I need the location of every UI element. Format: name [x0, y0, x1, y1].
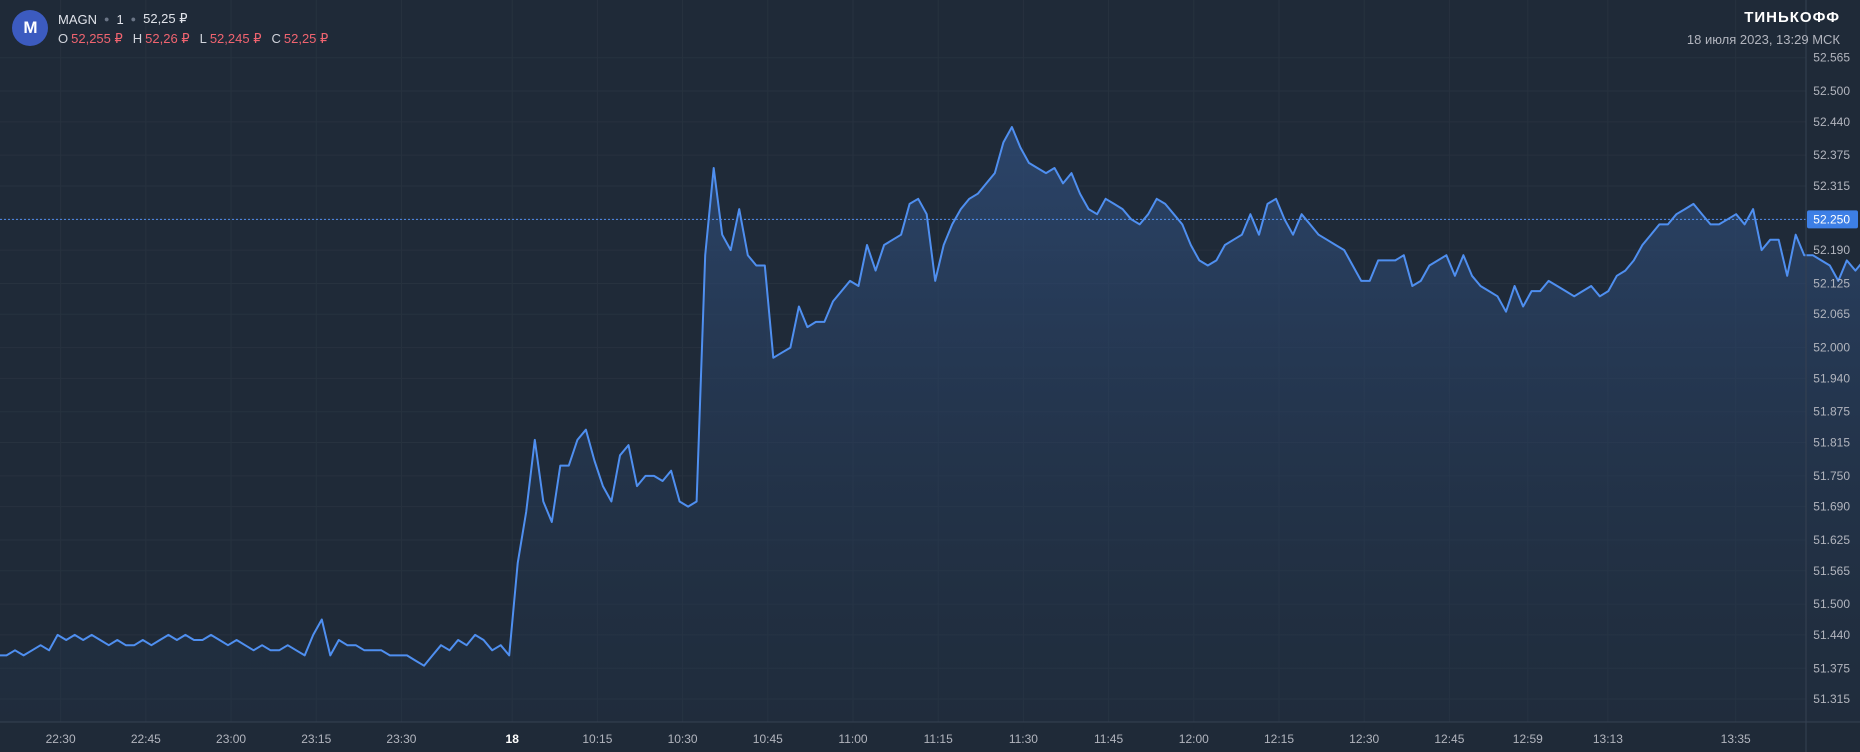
time-tick-label: 23:30	[386, 732, 416, 746]
time-tick-label: 13:35	[1721, 732, 1751, 746]
time-axis[interactable]: 22:30 22:45 23:00 23:15 23:30 18 10:15 10:30 10:…	[46, 732, 1751, 746]
ohlc-low: L 52,245 ₽	[199, 31, 262, 46]
time-tick-label: 23:15	[301, 732, 331, 746]
price-tick-label: 51.690	[1813, 500, 1850, 514]
time-tick-label: 23:00	[216, 732, 246, 746]
time-tick-label: 10:15	[582, 732, 612, 746]
price-tick-label: 52.000	[1813, 341, 1850, 355]
price-tick-label: 52.125	[1813, 276, 1850, 290]
price-tick-label: 51.625	[1813, 533, 1850, 547]
price-tick-label: 52.440	[1813, 115, 1850, 129]
last-price-label-bg	[1807, 210, 1858, 229]
ohlc-high: H 52,26 ₽	[132, 31, 190, 46]
ohlc-open: O 52,255 ₽	[58, 31, 123, 46]
time-tick-label: 12:00	[1179, 732, 1209, 746]
time-tick-label: 11:30	[1009, 732, 1038, 746]
time-tick-label: 12:30	[1349, 732, 1379, 746]
price-tick-label: 52.565	[1813, 51, 1850, 65]
ohlc-close: C 52,25 ₽	[271, 31, 329, 46]
last-price-label-text: 52.250	[1813, 212, 1850, 226]
price-line	[0, 126, 1860, 667]
price-tick-label: 51.315	[1813, 692, 1850, 706]
last-price-label: 52.250	[1807, 210, 1858, 229]
ohlc-values: O 52,255 ₽ H 52,26 ₽ L 52,245 ₽ C 52,25 ₽	[58, 31, 328, 47]
time-tick-label: 12:59	[1513, 732, 1543, 746]
price-axis[interactable]: 52.565 52.500 52.440 52.375 52.315 52.250 52.1…	[1813, 51, 1850, 706]
instrument-header: M MAGN ● 1 ● 52,25 ₽ O 52,255 ₽ H 52,26 ₽ …	[12, 10, 328, 47]
price-tick-label: 51.940	[1813, 371, 1850, 385]
separator-dot-icon: ●	[130, 14, 137, 24]
time-tick-label: 12:15	[1264, 732, 1294, 746]
brand-header: ТИНЬКОФФ 18 июля 2023, 13:29 МСК	[1687, 9, 1840, 47]
ticker-symbol[interactable]: MAGN	[58, 11, 97, 27]
price-tick-label: 52.315	[1813, 179, 1850, 193]
time-tick-label: 13:13	[1593, 732, 1623, 746]
time-tick-label: 10:45	[753, 732, 783, 746]
price-tick-label: 51.875	[1813, 405, 1850, 419]
time-tick-label: 22:30	[46, 732, 76, 746]
time-tick-label: 10:30	[668, 732, 698, 746]
price-area-fill	[0, 127, 1860, 722]
time-tick-label: 12:45	[1434, 732, 1464, 746]
time-tick-label: 22:45	[131, 732, 161, 746]
time-tick-label: 11:15	[924, 732, 953, 746]
price-tick-label: 51.375	[1813, 661, 1850, 675]
last-price: 52,25 ₽	[143, 11, 188, 26]
price-tick-label: 51.440	[1813, 628, 1850, 642]
price-tick-label: 52.190	[1813, 243, 1850, 257]
price-tick-label: 51.565	[1813, 564, 1850, 578]
time-tick-label: 18	[506, 732, 520, 746]
brand-logo: ТИНЬКОФФ	[1744, 9, 1840, 26]
price-tick-label: 51.750	[1813, 469, 1850, 483]
price-tick-label: 52.375	[1813, 148, 1850, 162]
separator-dot-icon: ●	[104, 14, 110, 24]
price-tick-label: 51.815	[1813, 436, 1850, 450]
time-tick-label: 11:00	[838, 732, 867, 746]
time-tick-label: 11:45	[1094, 732, 1123, 746]
interval-label[interactable]: 1	[116, 11, 124, 27]
chart-datetime: 18 июля 2023, 13:29 МСК	[1686, 32, 1840, 47]
price-tick-label: 52.065	[1813, 307, 1850, 321]
magnitogorsk-logo-icon[interactable]: M	[12, 10, 48, 46]
price-tick-label: 51.500	[1813, 597, 1850, 611]
price-tick-label: 52.500	[1813, 84, 1850, 98]
